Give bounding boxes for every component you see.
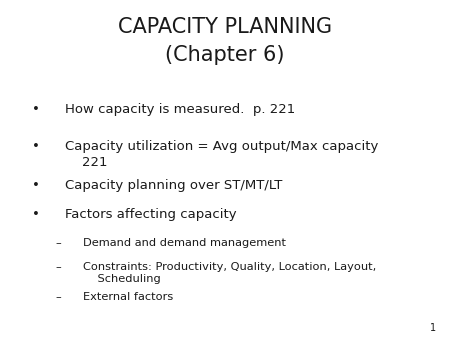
Text: 1: 1 [430, 323, 436, 333]
Text: –: – [56, 238, 61, 248]
Text: –: – [56, 262, 61, 272]
Text: •: • [32, 103, 40, 116]
Text: •: • [32, 208, 40, 221]
Text: •: • [32, 179, 40, 192]
Text: Factors affecting capacity: Factors affecting capacity [65, 208, 237, 221]
Text: –: – [56, 292, 61, 303]
Text: Demand and demand management: Demand and demand management [83, 238, 286, 248]
Text: CAPACITY PLANNING
(Chapter 6): CAPACITY PLANNING (Chapter 6) [118, 17, 332, 65]
Text: External factors: External factors [83, 292, 174, 303]
Text: •: • [32, 140, 40, 153]
Text: Constraints: Productivity, Quality, Location, Layout,
    Scheduling: Constraints: Productivity, Quality, Loca… [83, 262, 377, 284]
Text: Capacity utilization = Avg output/Max capacity
    221: Capacity utilization = Avg output/Max ca… [65, 140, 378, 169]
Text: How capacity is measured.  p. 221: How capacity is measured. p. 221 [65, 103, 296, 116]
Text: Capacity planning over ST/MT/LT: Capacity planning over ST/MT/LT [65, 179, 283, 192]
